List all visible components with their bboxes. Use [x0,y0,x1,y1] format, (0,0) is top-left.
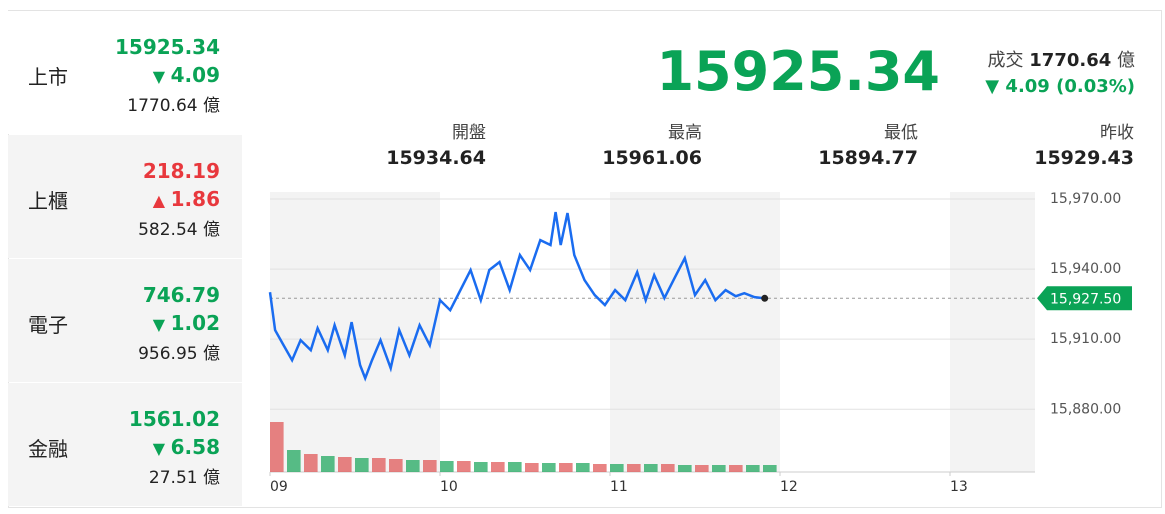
index-item[interactable]: 上市 15925.34 ▼ 4.09 1770.64 億 [8,11,242,134]
stat-value: 15894.77 [818,147,918,169]
stat: 最低 15894.77 [718,118,918,169]
volume-bar [593,464,607,472]
session-band [950,192,1035,472]
volume-bar [712,465,726,472]
volume-bar [559,463,573,472]
y-tick-label: 15,910.00 [1050,331,1121,347]
change-value: 1.86 [170,187,220,211]
x-tick-label: 09 [270,479,288,495]
volume-value: 1770.64 [1029,50,1112,71]
change-value: 1.02 [170,311,220,335]
current-tag [1037,286,1132,311]
index-volume: 1770.64 億 [127,96,220,116]
index-change: ▼ 6.58 [153,435,220,459]
stat: 昨收 15929.43 [934,118,1134,169]
session-band [270,192,440,472]
stat-label: 開盤 [452,123,486,143]
index-name: 上櫃 [28,189,68,213]
index-change: ▼ 1.02 [153,311,220,335]
volume-bar [644,464,658,472]
stat-label: 昨收 [1100,123,1134,143]
volume: 成交 1770.64 億 [988,46,1135,72]
index-volume: 582.54 億 [138,220,220,240]
index-item[interactable]: 上櫃 218.19 ▲ 1.86 582.54 億 [8,135,242,258]
volume-bar [406,460,420,472]
volume-bar [287,450,301,472]
index-name: 上市 [28,65,68,89]
volume-bar [627,464,641,472]
volume-bar [542,463,556,472]
x-tick-label: 11 [610,479,628,495]
volume-bar [695,465,709,472]
y-tick-label: 15,940.00 [1050,261,1121,277]
stat: 開盤 15934.64 [286,118,486,169]
current-label: 15,927.50 [1050,291,1121,307]
volume-bar [661,464,675,472]
stat-label: 最高 [668,123,702,143]
session-band [610,192,780,472]
volume-bar [746,465,760,472]
change: 4.09 (0.03%) [1005,76,1135,97]
volume-bar [525,463,539,472]
change-value: 6.58 [170,435,220,459]
stat-value: 15929.43 [1034,147,1134,169]
index-price: 746.79 [142,283,220,307]
index-price: 218.19 [142,159,220,183]
main-price: 15925.34 [656,40,940,103]
x-tick-label: 12 [780,479,798,495]
index-change: ▲ 1.86 [153,187,220,211]
volume-bar [729,465,743,472]
index-item[interactable]: 電子 746.79 ▼ 1.02 956.95 億 [8,259,242,382]
arrow: ▼ [152,315,171,334]
volume-bar [389,459,403,472]
volume-bar [355,458,369,472]
volume-bar [372,458,386,472]
arrow: ▼ [985,76,1000,97]
volume-bar [576,463,590,472]
y-tick-label: 15,970.00 [1050,191,1121,207]
volume-bar [474,462,488,472]
index-item[interactable]: 金融 1561.02 ▼ 6.58 27.51 億 [8,383,242,506]
volume-bar [270,422,284,472]
index-name: 金融 [28,437,68,461]
stat-label: 最低 [884,123,918,143]
last-point [761,294,769,302]
index-volume: 27.51 億 [148,468,220,488]
volume-label: 成交 [987,50,1024,71]
volume-bar [440,461,454,472]
volume-bar [457,461,471,472]
index-price: 15925.34 [114,35,220,59]
volume-bar [338,457,352,472]
volume-bar [610,464,624,472]
volume-bar [321,456,335,472]
volume-bar [491,462,505,472]
index-volume: 956.95 億 [138,344,220,364]
price-line [268,211,765,382]
arrow: ▼ [152,439,171,458]
main-change: ▼ 4.09 (0.03%) [985,76,1135,97]
stat-value: 15934.64 [386,147,486,169]
x-tick-label: 13 [950,479,968,495]
stat: 最高 15961.06 [502,118,702,169]
volume-bar [423,460,437,472]
volume-bar [678,465,692,472]
volume-bar [763,465,777,472]
change-value: 4.09 [170,63,220,87]
volume-bar [304,454,318,472]
x-tick-label: 10 [440,479,458,495]
index-name: 電子 [28,313,68,337]
y-tick-label: 15,880.00 [1050,401,1121,417]
stat-value: 15961.06 [602,147,702,169]
arrow: ▲ [152,191,171,210]
index-price: 1561.02 [128,407,220,431]
volume-bar [508,462,522,472]
index-change: ▼ 4.09 [153,63,220,87]
arrow: ▼ [152,67,171,86]
volume-unit: 億 [1117,50,1135,71]
